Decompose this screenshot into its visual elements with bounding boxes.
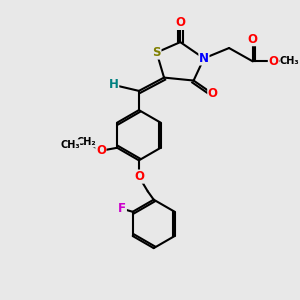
- Text: O: O: [134, 170, 144, 183]
- Text: O: O: [208, 87, 218, 100]
- Text: S: S: [152, 46, 161, 59]
- Text: N: N: [199, 52, 209, 65]
- Text: H: H: [109, 79, 119, 92]
- Text: O: O: [175, 16, 185, 29]
- Text: F: F: [118, 202, 126, 215]
- Text: CH₃: CH₃: [280, 56, 299, 66]
- Text: O: O: [268, 55, 278, 68]
- Text: O: O: [248, 33, 258, 46]
- Text: CH₂: CH₂: [76, 137, 96, 147]
- Text: CH₃: CH₃: [60, 140, 80, 150]
- Text: O: O: [96, 144, 106, 157]
